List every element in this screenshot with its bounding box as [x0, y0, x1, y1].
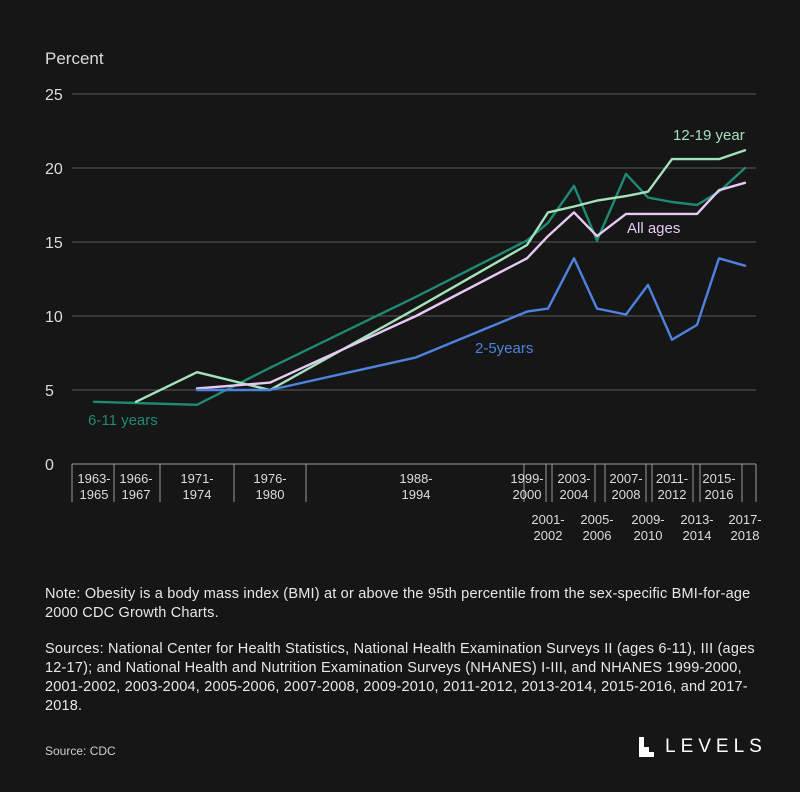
x-tick-label: 2006: [583, 528, 612, 543]
x-tick-label: 2002: [534, 528, 563, 543]
brand-logo: LEVELS: [639, 736, 767, 758]
x-tick-label: 2012: [658, 487, 687, 502]
x-tick-label: 2010: [634, 528, 663, 543]
y-tick-label: 15: [45, 235, 63, 252]
sources-text: Sources: National Center for Health Stat…: [45, 641, 755, 714]
x-tick-label: 1971-: [180, 471, 213, 486]
series-label: All ages: [627, 220, 680, 237]
source-credit: Source: CDC: [45, 744, 116, 758]
x-tick-label: 1980: [256, 487, 285, 502]
series-labels: 6-11 years 12-19 year All ages 2-5years: [88, 127, 745, 429]
series-line: [92, 166, 747, 406]
y-tick-label: 0: [45, 457, 54, 474]
x-tick-label: 1974: [183, 487, 212, 502]
x-tick-label: 2004: [560, 487, 589, 502]
x-tick-label: 2016: [705, 487, 734, 502]
x-tick-label: 2003-: [557, 471, 590, 486]
y-tick-label: 25: [45, 87, 63, 104]
x-tick-label: 2013-: [680, 512, 713, 527]
x-tick-label: 2015-: [702, 471, 735, 486]
y-tick-label: 20: [45, 161, 63, 178]
y-tick-label: 10: [45, 309, 63, 326]
line-chart: 0 5 10 15 20 25 Percent 1963-1965 1966-1967 197…: [45, 49, 762, 543]
x-tick-label: 2007-: [609, 471, 642, 486]
series-lines: [92, 149, 747, 406]
x-tick-label: 1994: [402, 487, 431, 502]
brand-wordmark: LEVELS: [665, 736, 767, 757]
x-tick-label: 2000: [513, 487, 542, 502]
x-tick-label: 2017-: [728, 512, 761, 527]
x-tick-label: 1966-: [119, 471, 152, 486]
x-tick-label: 1988-: [399, 471, 432, 486]
x-tick-label: 2018: [731, 528, 760, 543]
x-tick-label: 2014: [683, 528, 712, 543]
x-tick-label: 2008: [612, 487, 641, 502]
x-tick-label: 1999-: [510, 471, 543, 486]
grid: [72, 93, 756, 391]
x-tick-label: 2009-: [631, 512, 664, 527]
y-tick-label: 5: [45, 383, 54, 400]
x-tick-label: 1965: [80, 487, 109, 502]
y-axis: 0 5 10 15 20 25: [45, 87, 63, 474]
y-axis-label: Percent: [45, 49, 104, 68]
x-tick-label: 1976-: [253, 471, 286, 486]
x-tick-label: 2011-: [656, 471, 688, 486]
series-label: 6-11 years: [88, 412, 158, 429]
series-label: 12-19 year: [673, 127, 745, 144]
series-line: [134, 149, 747, 403]
series-label: 2-5years: [475, 340, 533, 357]
x-tick-label: 2001-: [531, 512, 564, 527]
series-line: [195, 181, 747, 390]
x-tick-label: 1963-: [77, 471, 110, 486]
x-axis: 1963-1965 1966-1967 1971-1974 1976-1980 1988…: [71, 463, 762, 543]
x-tick-label: 1967: [122, 487, 151, 502]
series-line: [195, 257, 747, 392]
levels-logo-icon: [639, 737, 654, 757]
x-tick-label: 2005-: [580, 512, 613, 527]
note-text: Note: Obesity is a body mass index (BMI)…: [45, 586, 751, 621]
